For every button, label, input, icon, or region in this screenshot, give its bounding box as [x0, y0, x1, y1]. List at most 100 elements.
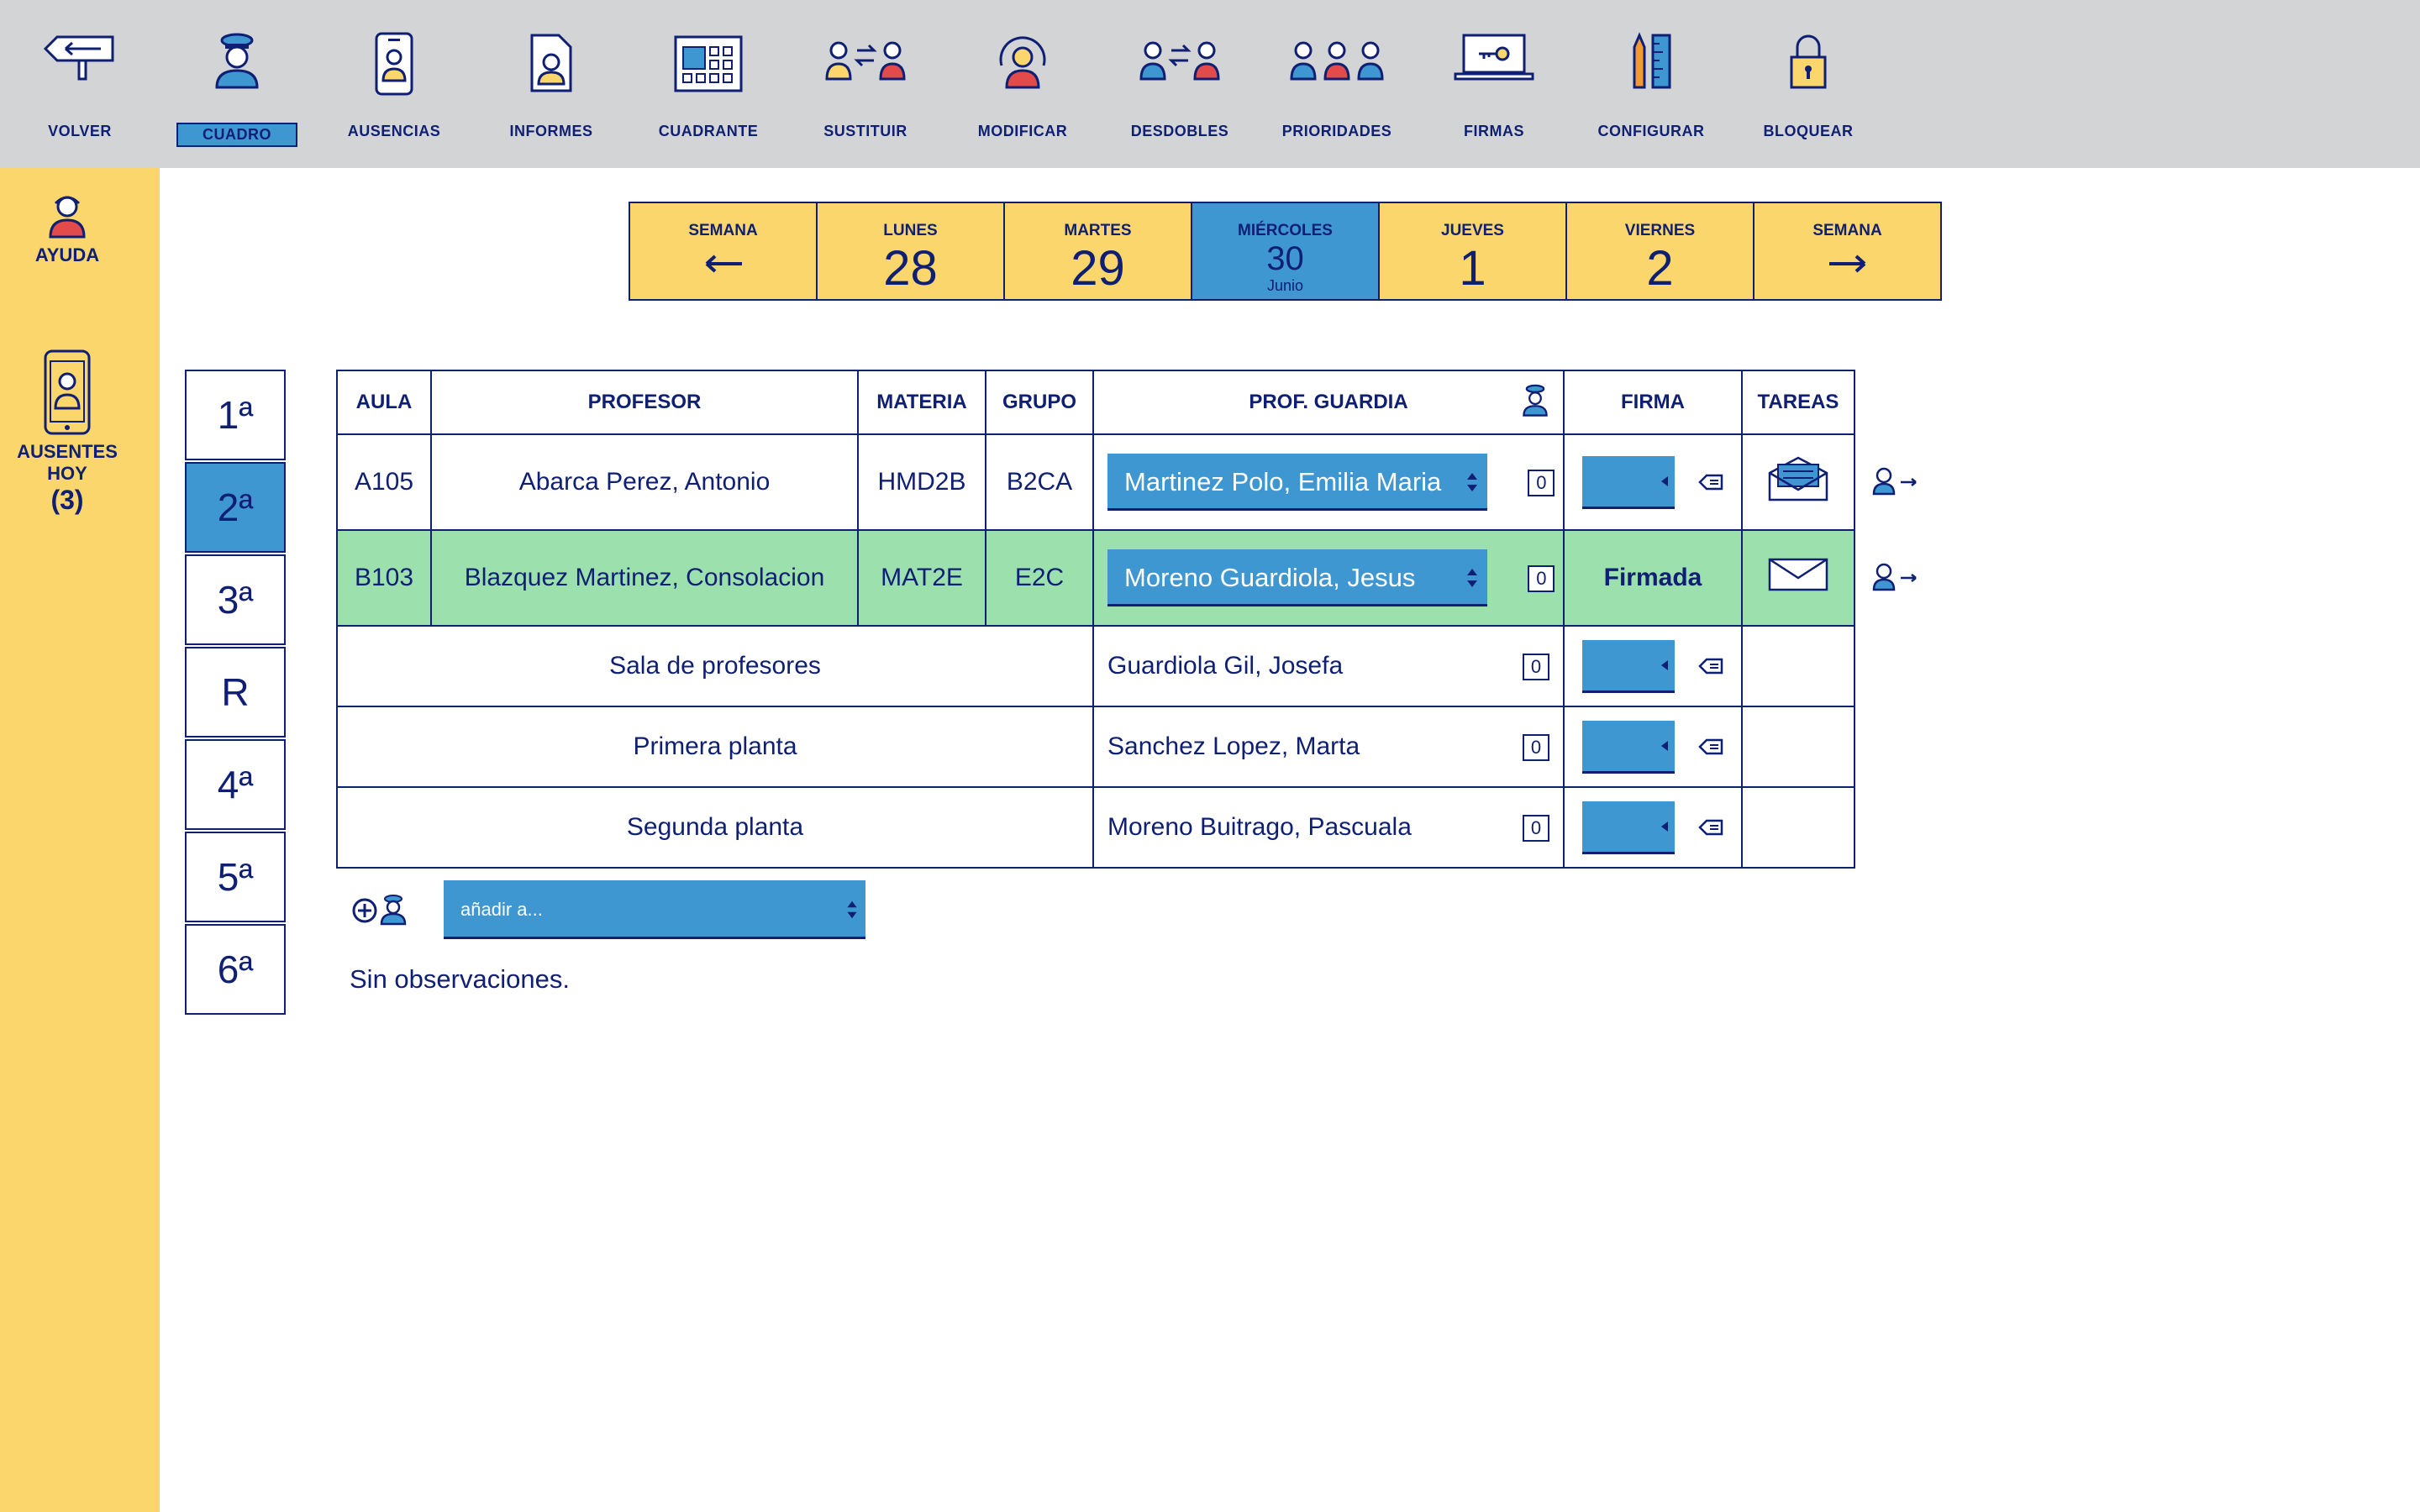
- period-button[interactable]: 1ª: [185, 370, 286, 460]
- guardia-select[interactable]: Martinez Polo, Emilia Maria: [1107, 454, 1487, 511]
- toolbar-label-desdobles: DESDOBLES: [1130, 123, 1229, 139]
- cuadro-button[interactable]: CUADRO: [157, 0, 317, 168]
- guard-count: 0: [1523, 654, 1549, 680]
- col-firma: FIRMA: [1563, 370, 1743, 435]
- prev-week-button[interactable]: SEMANA: [630, 203, 818, 299]
- open-envelope-icon[interactable]: [1768, 456, 1828, 501]
- day-name: JUEVES: [1441, 222, 1504, 239]
- day-friday[interactable]: VIERNES 2: [1567, 203, 1754, 299]
- guard-count: 0: [1528, 469, 1555, 496]
- cell-materia: HMD2B: [857, 433, 986, 531]
- day-month: Junio: [1266, 277, 1304, 294]
- ausentes-label: AUSENTES: [17, 441, 118, 462]
- cell-tareas: [1741, 433, 1855, 531]
- toolbar-label-configurar: CONFIGURAR: [1597, 123, 1705, 139]
- ayuda-button[interactable]: AYUDA: [0, 190, 134, 266]
- toolbar-label-prioridades: PRIORIDADES: [1281, 123, 1392, 139]
- cell-grupo: E2C: [985, 529, 1094, 627]
- bloquear-button[interactable]: BLOQUEAR: [1728, 0, 1888, 168]
- toolbar-label-sustituir: SUSTITUIR: [823, 123, 908, 139]
- cell-tareas: [1741, 529, 1855, 627]
- tag-icon[interactable]: [1698, 819, 1723, 836]
- ayuda-label: AYUDA: [34, 244, 100, 265]
- ruler-pencil-icon: [1633, 32, 1671, 89]
- guardia-name: Moreno Buitrago, Pascuala: [1107, 813, 1412, 841]
- cuadrante-button[interactable]: CUADRANTE: [629, 0, 788, 168]
- prev-week-label: SEMANA: [688, 222, 758, 239]
- toolbar-label-volver: VOLVER: [48, 123, 112, 139]
- volver-button[interactable]: VOLVER: [0, 0, 160, 168]
- person-exit-icon[interactable]: [1872, 561, 1919, 591]
- cell-place: Primera planta: [336, 706, 1094, 788]
- firma-select[interactable]: [1581, 455, 1675, 509]
- cell-guardia: Moreno Buitrago, Pascuala 0: [1092, 786, 1565, 869]
- top-toolbar: VOLVER CUADRO AUSENCIAS INFORMES CUADRAN…: [0, 0, 2420, 168]
- cell-aula: A105: [336, 433, 432, 531]
- tag-icon[interactable]: [1698, 474, 1723, 491]
- guardia-select[interactable]: Moreno Guardiola, Jesus: [1107, 549, 1487, 606]
- arrow-right-icon: [1828, 255, 1865, 273]
- period-button[interactable]: 2ª: [185, 462, 286, 553]
- select-arrows-icon: [1467, 473, 1477, 491]
- period-button[interactable]: 4ª: [185, 739, 286, 830]
- configurar-button[interactable]: CONFIGURAR: [1571, 0, 1731, 168]
- sustituir-button[interactable]: SUSTITUIR: [786, 0, 945, 168]
- cell-guardia: Sanchez Lopez, Marta 0: [1092, 706, 1565, 788]
- cell-guardia: Guardiola Gil, Josefa 0: [1092, 625, 1565, 707]
- firmas-button[interactable]: FIRMAS: [1414, 0, 1574, 168]
- col-materia: MATERIA: [857, 370, 986, 435]
- day-name: LUNES: [883, 222, 938, 239]
- col-guardia: PROF. GUARDIA: [1092, 370, 1565, 435]
- next-week-button[interactable]: SEMANA: [1754, 203, 1940, 299]
- col-tareas: TAREAS: [1741, 370, 1855, 435]
- period-selector: 1ª 2ª 3ª R 4ª 5ª 6ª: [185, 370, 286, 1016]
- cell-profesor: Abarca Perez, Antonio: [430, 433, 859, 531]
- guard-table: AULA PROFESOR MATERIA GRUPO PROF. GUARDI…: [336, 370, 1855, 869]
- table-header: AULA PROFESOR MATERIA GRUPO PROF. GUARDI…: [336, 370, 1855, 435]
- day-monday[interactable]: LUNES 28: [818, 203, 1005, 299]
- firma-select[interactable]: [1581, 720, 1675, 774]
- period-button[interactable]: R: [185, 647, 286, 738]
- period-button[interactable]: 3ª: [185, 554, 286, 645]
- add-to-placeholder: añadir a...: [460, 899, 543, 920]
- modify-person-icon: [999, 36, 1046, 89]
- ausentes-hoy-button[interactable]: AUSENTES HOY (3): [0, 349, 134, 516]
- day-wednesday[interactable]: MIÉRCOLES 30 Junio: [1192, 203, 1380, 299]
- padlock-icon: [1790, 34, 1827, 89]
- modificar-button[interactable]: MODIFICAR: [943, 0, 1102, 168]
- cell-grupo: B2CA: [985, 433, 1094, 531]
- informes-button[interactable]: INFORMES: [471, 0, 631, 168]
- period-button[interactable]: 5ª: [185, 832, 286, 922]
- tag-icon[interactable]: [1698, 738, 1723, 755]
- desdobles-button[interactable]: DESDOBLES: [1100, 0, 1260, 168]
- cell-firma: Firmada: [1563, 529, 1743, 627]
- guardia-name: Guardiola Gil, Josefa: [1107, 652, 1344, 680]
- ausencias-button[interactable]: AUSENCIAS: [314, 0, 474, 168]
- period-button[interactable]: 6ª: [185, 924, 286, 1015]
- tag-icon[interactable]: [1698, 658, 1723, 675]
- calendar-grid-icon: [674, 35, 743, 92]
- person-exit-icon[interactable]: [1872, 465, 1919, 496]
- add-guard-icon[interactable]: [351, 894, 408, 926]
- envelope-icon[interactable]: [1768, 558, 1828, 591]
- firma-select[interactable]: [1581, 639, 1675, 693]
- guard-count: 0: [1523, 815, 1549, 842]
- col-guardia-label: PROF. GUARDIA: [1249, 391, 1408, 413]
- cell-tareas: [1741, 706, 1855, 788]
- cell-profesor: Blazquez Martinez, Consolacion: [430, 529, 859, 627]
- guardia-name: Sanchez Lopez, Marta: [1107, 732, 1360, 760]
- firma-select[interactable]: [1581, 801, 1675, 854]
- toolbar-label-modificar: MODIFICAR: [977, 123, 1068, 139]
- guard-count: 0: [1528, 564, 1555, 592]
- day-thursday[interactable]: JUEVES 1: [1380, 203, 1567, 299]
- day-name: MARTES: [1064, 222, 1132, 239]
- table-row: Segunda planta Moreno Buitrago, Pascuala…: [336, 786, 1855, 869]
- cell-tareas: [1741, 786, 1855, 869]
- toolbar-label-cuadro: CUADRO: [176, 123, 297, 147]
- add-to-select[interactable]: añadir a...: [444, 880, 865, 939]
- day-number: 30: [1266, 240, 1304, 277]
- select-arrows-icon: [1467, 569, 1477, 587]
- cell-place: Segunda planta: [336, 786, 1094, 869]
- prioridades-button[interactable]: PRIORIDADES: [1257, 0, 1417, 168]
- day-tuesday[interactable]: MARTES 29: [1005, 203, 1192, 299]
